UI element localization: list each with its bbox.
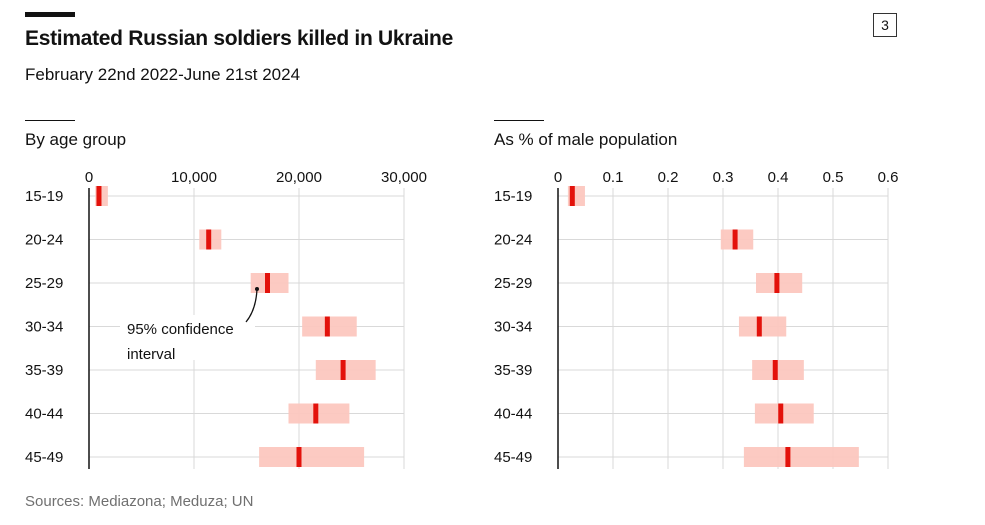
estimate-marker — [324, 316, 330, 337]
x-tick-label: 0.6 — [878, 169, 899, 186]
y-category-label: 40-44 — [494, 406, 532, 423]
estimate-marker — [96, 186, 102, 206]
y-category-label: 35-39 — [25, 362, 63, 379]
estimate-marker — [569, 186, 575, 206]
x-tick-label: 0 — [554, 169, 562, 186]
x-tick-label: 0.4 — [768, 169, 789, 186]
y-category-label: 25-29 — [494, 275, 532, 292]
estimate-marker — [206, 229, 212, 250]
estimate-marker — [756, 316, 762, 337]
estimate-marker — [296, 447, 302, 467]
y-category-label: 35-39 — [494, 362, 532, 379]
ci-band — [754, 403, 814, 424]
x-tick-label: 0.2 — [658, 169, 679, 186]
y-category-label: 45-49 — [25, 449, 63, 466]
x-tick-label: 20,000 — [276, 169, 322, 186]
y-category-label: 15-19 — [494, 188, 532, 205]
y-category-label: 45-49 — [494, 449, 532, 466]
annotation-pointer — [245, 288, 258, 323]
y-category-label: 20-24 — [25, 232, 63, 249]
estimate-marker — [772, 360, 778, 380]
estimate-marker — [313, 403, 319, 424]
y-category-label: 40-44 — [25, 406, 63, 423]
y-category-label: 30-34 — [494, 319, 532, 336]
panel-rule-right — [494, 120, 544, 121]
estimate-marker — [785, 447, 791, 467]
annotation-dot — [255, 287, 259, 291]
x-tick-label: 0.5 — [823, 169, 844, 186]
y-category-label: 20-24 — [494, 232, 532, 249]
ci-band — [738, 316, 787, 337]
panel-rule-left — [25, 120, 75, 121]
y-category-label: 30-34 — [25, 319, 63, 336]
x-tick-label: 10,000 — [171, 169, 217, 186]
header-rule — [25, 12, 75, 17]
annotation-text: interval — [127, 346, 175, 363]
chart-subtitle: February 22nd 2022-June 21st 2024 — [25, 65, 301, 84]
source-note: Sources: Mediazona; Meduza; UN — [25, 493, 254, 510]
x-tick-label: 0.1 — [603, 169, 624, 186]
estimate-marker — [778, 403, 784, 424]
x-tick-label: 0 — [85, 169, 93, 186]
chart-by-age-group: 0 10,000 20,000 30,000 15-19 20-24 25-29 30-34 3… — [25, 169, 427, 469]
panel-title-age-group: By age group — [25, 130, 127, 149]
chart-pct-male-population: 0 0.1 0.2 0.3 0.4 0.5 0.6 15-19 20-24 25-29 30-34 3… — [494, 169, 899, 469]
estimate-marker — [265, 273, 270, 293]
page-number-badge: 3 — [873, 13, 897, 37]
ci-band — [288, 403, 350, 424]
estimate-marker — [774, 273, 780, 293]
estimate-marker — [732, 229, 738, 250]
ci-band — [752, 360, 804, 380]
y-category-label: 15-19 — [25, 188, 63, 205]
ci-band — [315, 360, 376, 380]
x-tick-label: 0.3 — [713, 169, 734, 186]
ci-band — [743, 447, 859, 467]
ci-band — [259, 447, 365, 467]
estimate-marker — [340, 360, 346, 380]
chart-title: Estimated Russian soldiers killed in Ukr… — [25, 27, 453, 50]
annotation-background — [120, 315, 255, 360]
annotation-text: 95% confidence — [127, 321, 234, 338]
panel-title-male-population: As % of male population — [494, 130, 678, 149]
y-category-label: 25-29 — [25, 275, 63, 292]
x-tick-label: 30,000 — [381, 169, 427, 186]
